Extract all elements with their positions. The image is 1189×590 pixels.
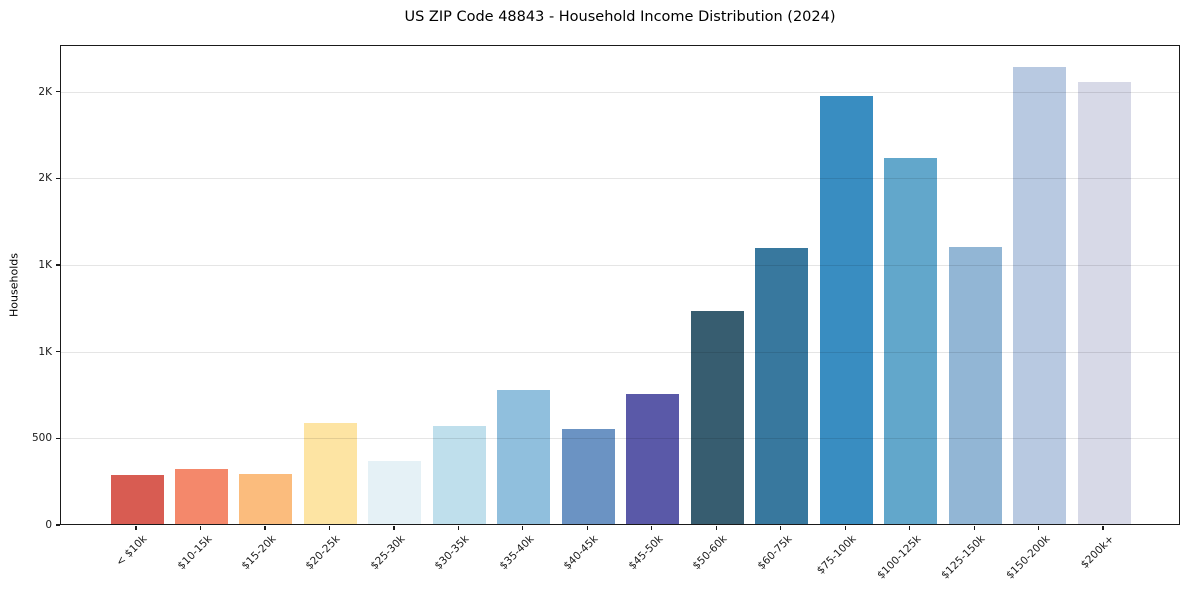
y-tick-mark <box>56 351 60 353</box>
income-bar <box>1077 82 1131 524</box>
y-tick-mark <box>56 91 60 93</box>
income-bar <box>561 428 615 524</box>
y-tick-mark <box>56 177 60 180</box>
x-tick-mark <box>457 526 459 530</box>
y-tick-label: 500 <box>31 432 52 445</box>
x-tick-mark <box>199 526 202 530</box>
x-tick-mark <box>522 526 524 530</box>
x-tick-mark <box>586 526 588 530</box>
y-tick-label: 2K <box>38 172 52 185</box>
plot-area <box>60 45 1180 525</box>
x-tick-mark <box>909 526 911 530</box>
x-tick-mark <box>973 526 975 530</box>
gridline <box>61 178 1179 180</box>
x-tick-mark <box>715 526 717 530</box>
y-tick-label: 2K <box>38 85 52 98</box>
income-bar <box>884 158 938 524</box>
income-bar <box>110 474 164 524</box>
income-bar <box>948 246 1002 524</box>
gridline <box>61 265 1179 267</box>
income-bar <box>175 468 228 524</box>
income-bar <box>626 394 680 524</box>
income-bar <box>368 460 422 524</box>
y-tick-label: 1K <box>38 259 52 272</box>
x-tick-mark <box>844 526 846 530</box>
income-bar <box>755 248 809 524</box>
x-tick-mark <box>393 526 395 530</box>
income-bar <box>432 426 486 524</box>
gridline <box>61 351 1179 353</box>
x-tick-mark <box>328 526 331 530</box>
y-tick-mark <box>56 437 60 439</box>
income-bar <box>690 310 744 524</box>
chart-title: US ZIP Code 48843 - Household Income Dis… <box>404 9 836 25</box>
y-tick-mark <box>56 264 60 266</box>
x-tick-mark <box>1102 526 1104 530</box>
x-tick-mark <box>135 526 137 530</box>
x-tick-mark <box>651 526 653 530</box>
gridline <box>61 91 1179 93</box>
x-tick-mark <box>1038 526 1040 530</box>
x-tick-label: < $10k <box>113 533 150 569</box>
x-tick-mark <box>780 526 782 530</box>
income-bar <box>497 389 551 524</box>
y-tick-mark <box>56 524 60 526</box>
income-bar <box>819 96 873 524</box>
income-bar <box>239 473 293 524</box>
income-bar <box>1013 66 1067 524</box>
x-tick-mark <box>264 526 266 530</box>
gridline <box>61 438 1179 440</box>
y-tick-label: 1K <box>38 345 52 358</box>
income-bar <box>303 422 357 524</box>
y-tick-label: 0 <box>45 519 52 531</box>
